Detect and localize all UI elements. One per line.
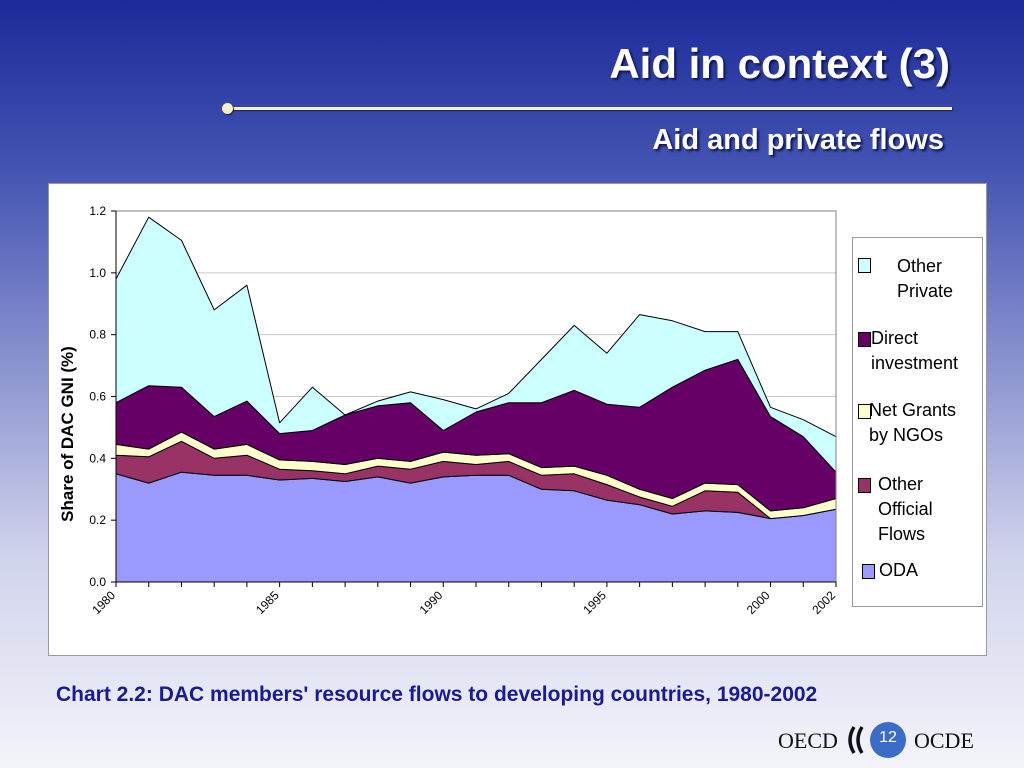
footer-ocde-label: OCDE: [914, 728, 974, 753]
x-tick-label: 1990: [417, 588, 446, 617]
y-tick-label: 0.0: [89, 575, 106, 589]
legend-label-other-private: Other Private: [897, 256, 954, 301]
y-tick-label: 1.2: [89, 204, 106, 218]
oecd-logo-icon: [848, 726, 864, 754]
axes: [111, 210, 837, 587]
legend-swatch-direct-investment: [858, 332, 871, 347]
legend-label-direct-investment: Direct investment: [871, 328, 959, 373]
x-tick-label: 2002: [809, 588, 838, 617]
legend-swatch-net-grants-by-ngos: [858, 404, 871, 419]
legend-swatch-oda: [862, 564, 875, 579]
title-underline-dot: [222, 103, 233, 114]
legend-label-other-official-flows: Other Official Flows: [878, 474, 933, 544]
legend-swatch-other-private: [858, 258, 871, 273]
slide-title: Aid in context (3): [609, 40, 950, 87]
slide-subtitle: Aid and private flows: [652, 124, 944, 156]
legend-label-oda: ODA: [879, 560, 919, 580]
x-tick-label: 1985: [253, 588, 282, 617]
legend-label-net-grants-by-ngos: Net Grants by NGOs: [869, 400, 957, 445]
y-axis-title: Share of DAC GNI (%): [58, 346, 77, 522]
chart-legend: Other Private Direct investment Net Grants by…: [852, 237, 983, 607]
y-tick-label: 1.0: [89, 266, 106, 280]
series-areas: [115, 216, 837, 583]
y-tick-label: 0.4: [89, 451, 106, 465]
x-tick-label: 2000: [744, 588, 773, 617]
legend-swatch-other-official-flows: [858, 478, 871, 493]
page-number-badge: 12: [870, 722, 906, 758]
title-underline: [222, 102, 952, 114]
footer-oecd-label: OECD: [778, 728, 838, 753]
chart-panel: 0.0 0.2 0.4 0.6 0.8 1.0 1.2 1980 1985 1990 1995 200…: [48, 183, 987, 656]
stacked-area-chart: 0.0 0.2 0.4 0.6 0.8 1.0 1.2 1980 1985 1990 1995 200…: [58, 204, 838, 617]
y-tick-label: 0.6: [89, 390, 106, 404]
x-tick-label: 1980: [89, 588, 118, 617]
y-tick-label: 0.8: [89, 328, 106, 342]
title-underline-line: [228, 107, 952, 110]
chart-caption: Chart 2.2: DAC members' resource flows t…: [56, 683, 818, 706]
x-tick-label: 1995: [580, 588, 609, 617]
y-tick-label: 0.2: [89, 513, 106, 527]
